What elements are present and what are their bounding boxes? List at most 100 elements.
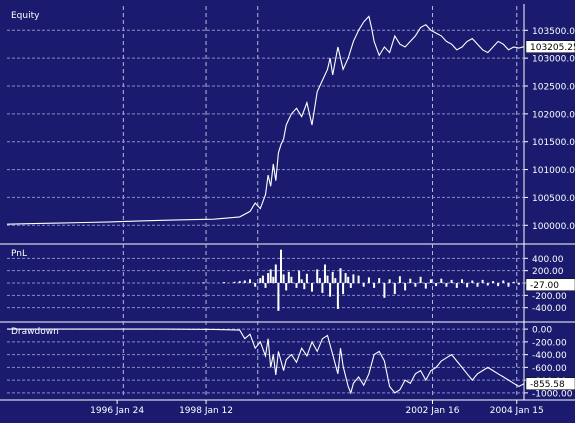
pnl-bar (517, 283, 520, 285)
pnl-bar (339, 268, 342, 283)
pnl-bar (461, 279, 463, 283)
y-tick-label: 200.00 (532, 267, 564, 277)
pnl-bar (450, 279, 453, 283)
pnl-bar (398, 276, 401, 283)
pnl-bar (223, 282, 226, 284)
pnl-bar (282, 274, 285, 283)
y-tick-label: 102500.00 (532, 83, 575, 93)
y-tick-label: -600.00 (532, 364, 567, 374)
pnl-bar (331, 271, 334, 283)
pnl-bar (471, 280, 474, 283)
pnl-bar (344, 273, 347, 283)
pnl-bar (295, 283, 298, 288)
pnl-bar (352, 274, 355, 283)
equity-line (6, 15, 525, 225)
pnl-bar (507, 283, 510, 287)
pnl-bar (277, 283, 280, 311)
pnl-bar (267, 273, 270, 283)
pnl-bar (466, 283, 469, 288)
y-tick-label: 0.00 (532, 326, 552, 336)
pnl-bar (321, 283, 324, 293)
y-tick-label: -400.00 (532, 351, 567, 361)
pnl-bar (357, 275, 360, 283)
x-tick-label: 2004 Jan 15 (490, 406, 544, 416)
pnl-bar (342, 283, 345, 295)
current-value-label: 103205.25 (530, 43, 575, 53)
y-tick-label: 101500.00 (532, 138, 575, 148)
y-tick-label: 100000.00 (532, 222, 575, 232)
pnl-bar (512, 281, 515, 283)
current-value-label: -855.58 (530, 380, 565, 390)
pnl-bar (414, 283, 417, 287)
x-tick-label: 1998 Jan 12 (179, 406, 233, 416)
pnl-bar (326, 275, 329, 283)
pnl-bar (440, 278, 443, 283)
pnl-bar (298, 270, 301, 283)
y-tick-label: -200.00 (532, 338, 567, 348)
current-value-label: -27.00 (530, 281, 559, 291)
pnl-bar (261, 275, 264, 283)
panel-title-equity: Equity (11, 11, 40, 21)
pnl-bar (238, 281, 241, 283)
pnl-bar (492, 281, 494, 283)
pnl-bar (373, 283, 376, 288)
pnl-bar (349, 283, 352, 288)
y-tick-label: 400.00 (532, 255, 564, 265)
pnl-bar (481, 279, 484, 283)
pnl-bar (303, 283, 306, 290)
pnl-bar (502, 280, 505, 283)
pnl-bar (254, 283, 257, 287)
pnl-bar (316, 269, 319, 283)
pnl-bar (318, 278, 321, 283)
pnl-bar (476, 283, 479, 287)
pnl-bar (424, 283, 427, 289)
pnl-bar (347, 276, 350, 283)
pnl-bar (305, 273, 308, 284)
y-tick-label: -1000.00 (532, 389, 573, 399)
pnl-bar (486, 283, 489, 286)
pnl-bar (233, 281, 236, 283)
pnl-bar (329, 283, 332, 297)
pnl-bar (367, 277, 370, 283)
panel-title-drawdown: Drawdown (11, 327, 59, 337)
pnl-bar (274, 264, 277, 283)
pnl-bar (311, 283, 313, 292)
pnl-bar (409, 278, 412, 283)
drawdown-line (7, 328, 525, 395)
pnl-bar (243, 280, 246, 283)
pnl-bar (272, 276, 275, 283)
current-value-marker (525, 377, 575, 390)
pnl-bar (445, 283, 448, 287)
pnl-bar (290, 276, 293, 283)
pnl-bar (435, 283, 438, 287)
x-tick-label: 2002 Jan 16 (406, 406, 460, 416)
pnl-bar (324, 264, 326, 283)
pnl-bar (334, 278, 337, 283)
pnl-bar (393, 283, 396, 295)
pnl-bar (362, 283, 365, 287)
pnl-bar (497, 283, 500, 287)
pnl-bar (285, 283, 288, 291)
y-tick-label: -400.00 (532, 304, 567, 314)
y-tick-label: 100500.00 (532, 194, 575, 204)
pnl-bar (404, 283, 407, 291)
x-tick-label: 1996 Jan 24 (90, 406, 144, 416)
y-tick-label: -200.00 (532, 292, 567, 302)
y-tick-label: 101000.00 (532, 166, 575, 176)
pnl-bar (280, 249, 282, 283)
pnl-bar (455, 283, 458, 288)
pnl-bar (264, 283, 267, 288)
pnl-bar (287, 271, 290, 283)
pnl-bar (259, 278, 262, 283)
pnl-bar (300, 279, 303, 283)
y-tick-label: 103500.00 (532, 27, 575, 37)
y-tick-label: 103000.00 (532, 55, 575, 65)
pnl-bar (336, 283, 339, 309)
pnl-bar (383, 283, 386, 298)
pnl-bar (419, 276, 422, 283)
current-value-marker (525, 40, 575, 53)
pnl-bar (388, 279, 391, 283)
pnl-bar (249, 279, 251, 283)
